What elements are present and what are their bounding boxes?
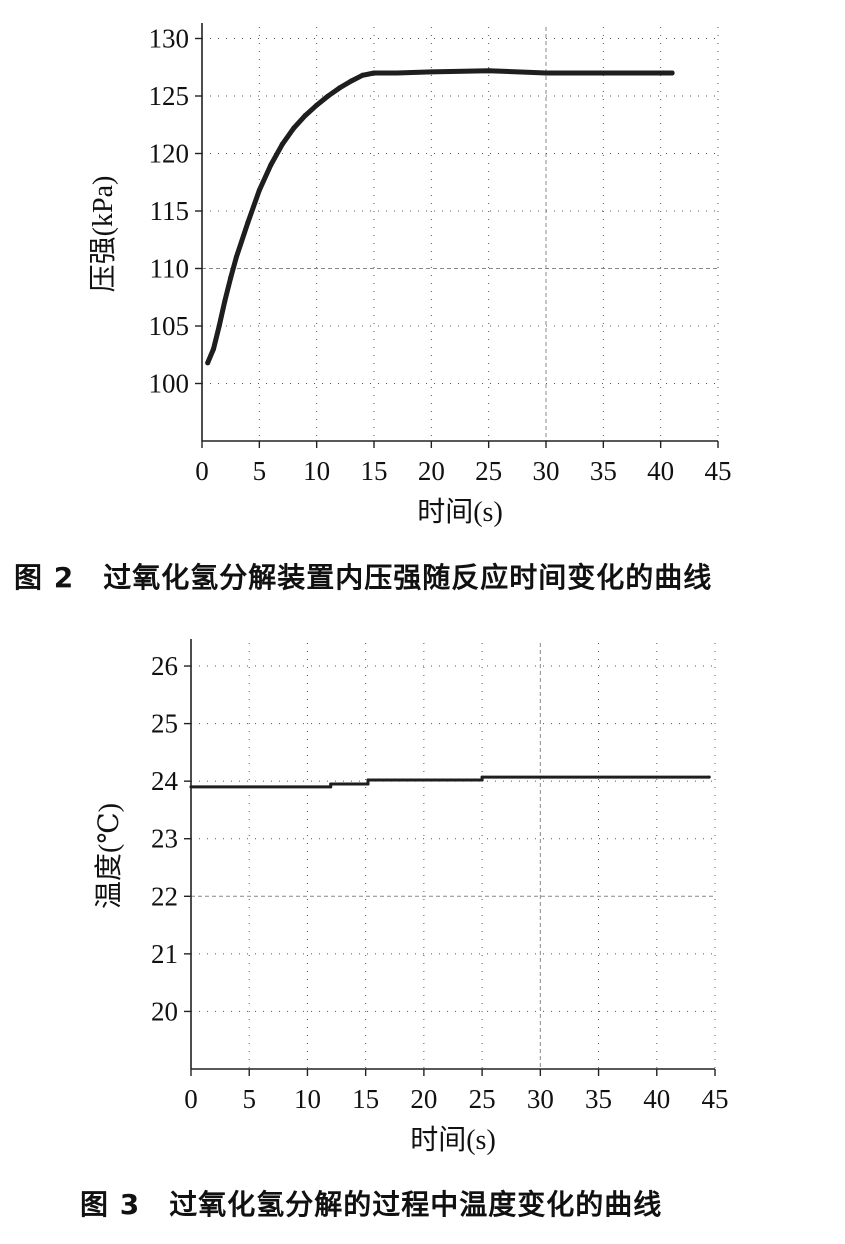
- data-point: [216, 323, 222, 329]
- y-tick-label: 105: [149, 311, 190, 341]
- temperature-chart: 0 5 10 15 20 25 30 35 40 45 20 21 22 23 24 25 26 时间(s) 温度(…: [93, 639, 729, 1156]
- y-tick-label: 120: [149, 139, 190, 169]
- figure-3-caption: 图 3 过氧化氢分解的过程中温度变化的曲线: [80, 1188, 663, 1221]
- data-point: [210, 346, 216, 352]
- data-point: [222, 298, 228, 304]
- y-tick-label: 125: [149, 81, 190, 111]
- x-tick-label: 0: [195, 456, 209, 486]
- y-tick-label: 100: [149, 369, 190, 399]
- data-point: [205, 360, 211, 366]
- data-point: [329, 785, 333, 789]
- y-tick-label: 22: [151, 881, 178, 911]
- x-tick-label: 30: [527, 1084, 554, 1114]
- data-point: [486, 68, 492, 74]
- data-point: [428, 69, 434, 75]
- data-point: [337, 85, 343, 91]
- y-tick-label: 110: [150, 254, 190, 284]
- y-axis-title: 压强(kPa): [88, 176, 119, 293]
- y-tick-label: 26: [151, 651, 178, 681]
- data-point: [302, 113, 308, 119]
- x-tick-label: 35: [585, 1084, 612, 1114]
- data-point: [245, 220, 251, 225]
- x-tick-label: 25: [475, 456, 502, 486]
- x-axis-title: 时间(s): [410, 1124, 496, 1156]
- data-point: [228, 275, 234, 281]
- x-tick-label: 30: [533, 456, 560, 486]
- x-tick-label: 35: [590, 456, 617, 486]
- data-point: [371, 70, 377, 76]
- data-point: [268, 162, 274, 168]
- data-point: [600, 70, 606, 76]
- data-point: [279, 141, 285, 147]
- x-tick-label: 20: [410, 1084, 437, 1114]
- x-tick-label: 40: [647, 456, 674, 486]
- data-point: [291, 125, 297, 131]
- y-tick-label: 20: [151, 996, 178, 1026]
- data-point: [707, 775, 711, 779]
- x-axis-title: 时间(s): [417, 496, 503, 528]
- x-tick-label: 25: [469, 1084, 496, 1114]
- x-tick-label: 5: [242, 1084, 256, 1114]
- x-tick-label: 5: [253, 456, 267, 486]
- x-tick-label: 10: [303, 456, 330, 486]
- data-point: [480, 778, 484, 782]
- series-line: [189, 775, 711, 789]
- y-tick-label: 21: [151, 939, 178, 969]
- data-point: [325, 93, 331, 99]
- x-tick-label: 15: [361, 456, 388, 486]
- x-tick-label: 45: [705, 456, 732, 486]
- x-tick-label: 10: [294, 1084, 321, 1114]
- x-tick-label: 0: [184, 1084, 198, 1114]
- y-tick-label: 23: [151, 824, 178, 854]
- x-tick-label: 40: [643, 1084, 670, 1114]
- x-tick-label: 45: [702, 1084, 729, 1114]
- y-tick-label: 115: [150, 196, 190, 226]
- data-point: [366, 782, 370, 786]
- data-point: [256, 187, 262, 193]
- data-point: [480, 775, 484, 779]
- data-point: [543, 70, 549, 76]
- y-tick-label: 24: [151, 766, 179, 796]
- figure-2-caption: 图 2 过氧化氢分解装置内压强随反应时间变化的曲线: [14, 561, 713, 594]
- data-point: [348, 78, 354, 84]
- y-tick-label: 25: [151, 709, 178, 739]
- pressure-chart: 0 5 10 15 20 25 30 35 40 45 100 105 110 115 120 125 130 时…: [88, 23, 732, 528]
- data-point: [360, 72, 366, 78]
- y-tick-label: 130: [149, 24, 190, 54]
- data-point: [233, 254, 239, 260]
- series-line: [205, 68, 675, 366]
- data-point: [329, 782, 333, 786]
- data-point: [189, 785, 193, 789]
- x-tick-label: 20: [418, 456, 445, 486]
- data-point: [658, 70, 664, 76]
- data-point: [394, 70, 400, 76]
- data-point: [366, 778, 370, 782]
- data-point: [669, 70, 675, 76]
- data-point: [314, 102, 320, 108]
- y-axis-title: 温度(℃): [93, 803, 125, 909]
- x-tick-label: 15: [352, 1084, 379, 1114]
